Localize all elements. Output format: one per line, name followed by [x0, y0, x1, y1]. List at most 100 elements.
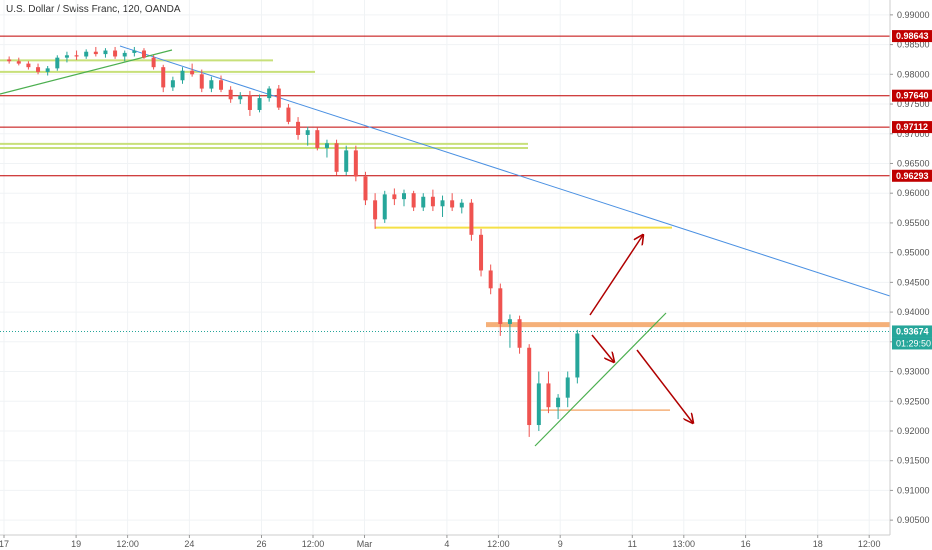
candle-body: [517, 319, 522, 348]
candle-body: [421, 196, 426, 208]
price-tick-label: 0.97000: [897, 129, 930, 139]
time-axis-background: [0, 535, 932, 550]
price-tick-label: 0.92500: [897, 396, 930, 406]
candle-body: [373, 200, 378, 220]
candle-body: [344, 150, 349, 172]
last-price-tag: [892, 325, 932, 338]
price-tick-label: 0.92000: [897, 426, 930, 436]
time-tick-label: 24: [184, 539, 194, 549]
candle-body: [7, 59, 12, 62]
candle-body: [74, 55, 79, 57]
time-tick-label: 4: [444, 539, 449, 549]
candle-body: [16, 61, 21, 64]
time-tick-label: 19: [71, 539, 81, 549]
level-price-tag: [892, 89, 932, 102]
candle-body: [151, 57, 156, 68]
level-price-tag: [892, 169, 932, 182]
candle-body: [161, 67, 166, 88]
candle-body: [64, 55, 69, 58]
time-tick-label: Mar: [357, 539, 373, 549]
candle-body: [411, 193, 416, 208]
candle-body: [536, 383, 541, 426]
price-tick-label: 0.97500: [897, 99, 930, 109]
price-tick-label: 0.93000: [897, 367, 930, 377]
up-arrow: [589, 235, 643, 316]
candle-body: [276, 88, 281, 108]
price-tick-label: 0.95500: [897, 218, 930, 228]
candle-body: [469, 202, 474, 235]
level-price-tag-label: 0.97640: [896, 91, 929, 101]
price-tick-label: 0.96000: [897, 188, 930, 198]
candle-body: [353, 150, 358, 177]
time-tick-label: 11: [628, 539, 637, 549]
candle-body: [84, 51, 89, 57]
last-price-tag-label: 0.93674: [896, 326, 929, 336]
time-tick-label: 12:00: [302, 539, 325, 549]
price-tick-label: 0.96500: [897, 158, 930, 168]
candle-body: [324, 143, 329, 149]
candle-body: [565, 377, 570, 398]
short-down-arrow: [591, 334, 614, 362]
candle-body: [527, 347, 532, 426]
candle-body: [392, 194, 397, 200]
level-price-tag: [892, 121, 932, 134]
time-tick-label: 26: [256, 539, 266, 549]
time-tick-label: 12:00: [487, 539, 510, 549]
candle-body: [450, 200, 455, 208]
price-tick-label: 0.98000: [897, 69, 930, 79]
candle-body: [93, 51, 98, 55]
candle-body: [286, 107, 291, 122]
candle-body: [209, 80, 214, 89]
chart-title: U.S. Dollar / Swiss Franc, 120, OANDA: [6, 4, 181, 15]
candle-body: [122, 52, 127, 57]
candle-body: [199, 74, 204, 89]
candle-body: [238, 95, 243, 100]
candle-body: [430, 196, 435, 207]
down-arrow: [636, 349, 693, 423]
level-price-tag: [892, 30, 932, 43]
time-tick-label: 12:00: [116, 539, 139, 549]
candle-body: [170, 80, 175, 88]
candle-body: [402, 193, 407, 200]
countdown-tag: [892, 337, 932, 350]
candle-body: [190, 70, 195, 75]
candle-body: [267, 88, 272, 99]
price-tick-label: 0.94000: [897, 307, 930, 317]
time-tick-label: 18: [813, 539, 823, 549]
candle-body: [575, 333, 580, 378]
candle-body: [26, 63, 31, 68]
candle-body: [334, 143, 339, 172]
price-tick-label: 0.90500: [897, 515, 930, 525]
candle-body: [219, 80, 224, 90]
candle-body: [228, 89, 233, 100]
candle-body: [556, 397, 561, 408]
candle-body: [440, 200, 445, 207]
candle-body: [305, 130, 310, 135]
candle-body: [315, 130, 320, 149]
candle-body: [257, 98, 262, 110]
candle-body: [296, 121, 301, 135]
price-tick-label: 0.99000: [897, 10, 930, 20]
candle-body: [546, 383, 551, 408]
candle-body: [180, 70, 185, 81]
time-tick-label: 9: [558, 539, 563, 549]
countdown-tag-label: 01:29:50: [896, 338, 931, 348]
candle-body: [488, 270, 493, 289]
blue-trendline: [119, 45, 891, 297]
candle-body: [141, 50, 146, 58]
time-tick-label: 16: [741, 539, 751, 549]
time-tick-label: 12:00: [858, 539, 881, 549]
candle-body: [103, 50, 108, 55]
candle-body: [132, 50, 137, 53]
candle-body: [36, 67, 41, 72]
time-tick-label: 13:00: [673, 539, 696, 549]
price-tick-label: 0.98500: [897, 40, 930, 50]
candle-body: [479, 234, 484, 271]
level-price-tag-label: 0.98643: [896, 31, 929, 41]
price-tick-label: 0.91500: [897, 456, 930, 466]
candle-body: [55, 57, 60, 69]
candle-body: [45, 68, 50, 72]
level-price-tag-label: 0.96293: [896, 171, 929, 181]
level-price-tag-label: 0.97112: [896, 122, 928, 132]
